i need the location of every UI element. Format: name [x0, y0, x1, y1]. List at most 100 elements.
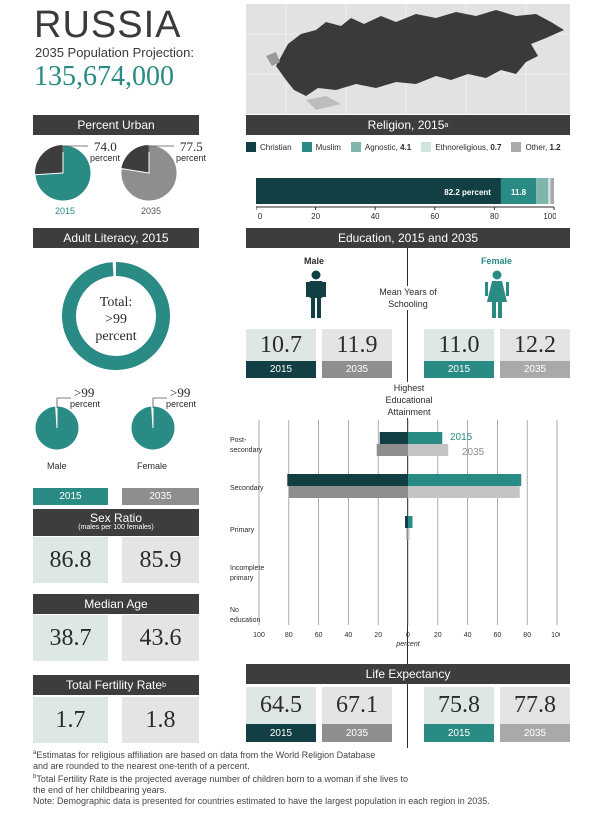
male-person-icon — [306, 270, 326, 318]
life-male-2035-year: 2035 — [322, 724, 392, 742]
urban-leaders — [62, 145, 174, 152]
attainment-tick-label: 0 — [406, 632, 410, 639]
attainment-bar-male-2035 — [288, 486, 408, 498]
attainment-tick-label: 20 — [434, 632, 442, 639]
life-male-2035: 67.1 — [322, 687, 392, 724]
country-title: RUSSIA — [34, 4, 182, 46]
education-divider — [407, 248, 408, 753]
attainment-bar-male-2015 — [287, 474, 408, 486]
attainment-bar-male-2015 — [405, 516, 408, 528]
literacy-male-value: >99 — [74, 385, 95, 400]
literacy-leaders — [56, 397, 167, 408]
footnote-a-line1: Estimatas for religious affiliation are … — [36, 750, 376, 760]
attainment-tick-label: 20 — [374, 632, 382, 639]
life-female-2035: 77.8 — [500, 687, 570, 724]
legend-agnostic: Agnostic, 4.1 — [350, 142, 411, 152]
urban-2035-slice — [121, 145, 177, 201]
urban-pie-2015 — [35, 145, 91, 201]
population-value: 135,674,000 — [34, 61, 174, 92]
fertility-2015: 1.7 — [33, 697, 108, 743]
russia-shape — [276, 10, 564, 96]
attainment-bar-female-2035 — [408, 486, 520, 498]
religion-tick-label: 40 — [371, 212, 380, 220]
religion-stacked-bar: 82.2 percent 11.8 0 20 40 60 80 100 — [256, 178, 556, 220]
footnote-a-line2: and are rounded to the nearest one-tenth… — [33, 761, 250, 771]
attainment-legend-2035: 2035 — [462, 447, 485, 458]
religion-tick-label: 80 — [490, 212, 499, 220]
footnote-b: bTotal Fertility Rate is the projected a… — [33, 774, 409, 784]
urban-2035-value: 77.5 — [180, 139, 203, 154]
median-age-2015: 38.7 — [33, 615, 108, 661]
life-male-2015: 64.5 — [246, 687, 316, 724]
sex-ratio-title: Sex Ratio — [89, 511, 143, 525]
religion-muslim-label: 11.8 — [511, 188, 527, 197]
literacy-female-pie — [131, 406, 175, 450]
attainment-chart: Post-secondary Secondary Primary Incomplete… — [230, 420, 560, 648]
religion-legend: Christian Muslim Agnostic, 4.1 Ethnoreli… — [246, 142, 561, 152]
religion-segment-christian — [256, 178, 501, 204]
religion-header: Religion, 2015 a — [246, 115, 570, 135]
attainment-tick-label: 40 — [464, 632, 472, 639]
legend-other: Other, 1.2 — [511, 142, 561, 152]
median-age-2035: 43.6 — [122, 615, 199, 661]
literacy-male-unit: percent — [70, 399, 101, 409]
literacy-total-block: Total: >99 percent — [61, 294, 171, 345]
fertility-header: Total Fertility Rate b — [33, 675, 199, 695]
legend-other-label: Other, — [525, 142, 548, 152]
attainment-tick-label: 40 — [345, 632, 353, 639]
attainment-category-label: secondary — [230, 447, 263, 454]
percent-urban-header: Percent Urban — [33, 115, 199, 135]
edu-female-2035-year: 2035 — [500, 361, 570, 378]
life-expectancy-header: Life Expectancy — [246, 664, 570, 684]
religion-tick-label: 0 — [258, 212, 263, 220]
life-female-2015-year: 2015 — [424, 724, 494, 742]
religion-segment-agnostic — [536, 178, 549, 204]
footnote-b-line1: Total Fertility Rate is the projected av… — [36, 774, 409, 784]
legend-christian: Christian — [246, 142, 292, 152]
literacy-female-slice — [131, 406, 175, 450]
edu-female-label: Female — [481, 256, 513, 266]
literacy-female-label: Female — [137, 461, 168, 471]
literacy-total-unit: percent — [95, 329, 137, 344]
edu-female-2015-year: 2015 — [424, 361, 494, 378]
attainment-bar-female-2035 — [408, 528, 410, 540]
literacy-female-value: >99 — [170, 385, 191, 400]
literacy-total-value: >99 — [105, 312, 127, 327]
edu-male-2035: 11.9 — [322, 329, 392, 361]
legend-ethnoreligious-label: Ethnoreligious, — [435, 142, 489, 152]
urban-2035-year: 2035 — [141, 206, 162, 216]
urban-2015-value: 74.0 — [94, 139, 117, 154]
year-header-2015: 2015 — [33, 488, 108, 505]
religion-tick-label: 20 — [311, 212, 320, 220]
attainment-category-label: Incomplete — [230, 565, 264, 572]
religion-christian-label: 82.2 percent — [444, 188, 491, 197]
legend-muslim-label: Muslim — [315, 142, 341, 152]
religion-title: Religion, 2015 — [367, 118, 445, 132]
footnote-a: aEstimatas for religious affiliation are… — [33, 750, 376, 760]
attainment-category-label: education — [230, 617, 260, 624]
female-person-icon — [485, 270, 509, 318]
life-female-2015: 75.8 — [424, 687, 494, 724]
urban-2015-year: 2015 — [55, 206, 76, 216]
attainment-tick-label: 100 — [253, 632, 265, 639]
attainment-bar-female-2015 — [408, 516, 413, 528]
edu-male-2015-year: 2015 — [246, 361, 316, 378]
edu-female-2035: 12.2 — [500, 329, 570, 361]
urban-2015-unit: percent — [90, 153, 121, 163]
attainment-category-label: No — [230, 607, 239, 614]
sex-ratio-subtitle: (males per 100 females) — [78, 524, 154, 531]
life-male-2015-year: 2015 — [246, 724, 316, 742]
religion-segment-muslim — [500, 178, 537, 204]
legend-ethnoreligious-value: 0.7 — [490, 142, 502, 152]
legend-muslim: Muslim — [301, 142, 341, 152]
religion-segment-ethnoreligious — [548, 178, 551, 204]
fertility-title-sup: b — [162, 681, 166, 689]
urban-2015-slice — [35, 145, 91, 201]
literacy-male-slice — [35, 406, 79, 450]
russia-map — [246, 4, 570, 114]
attainment-tick-label: 60 — [494, 632, 502, 639]
attainment-bar-female-2015 — [408, 474, 522, 486]
footnote-note: Note: Demographic data is presented for … — [33, 796, 490, 806]
literacy-total-label: Total: — [99, 295, 133, 310]
